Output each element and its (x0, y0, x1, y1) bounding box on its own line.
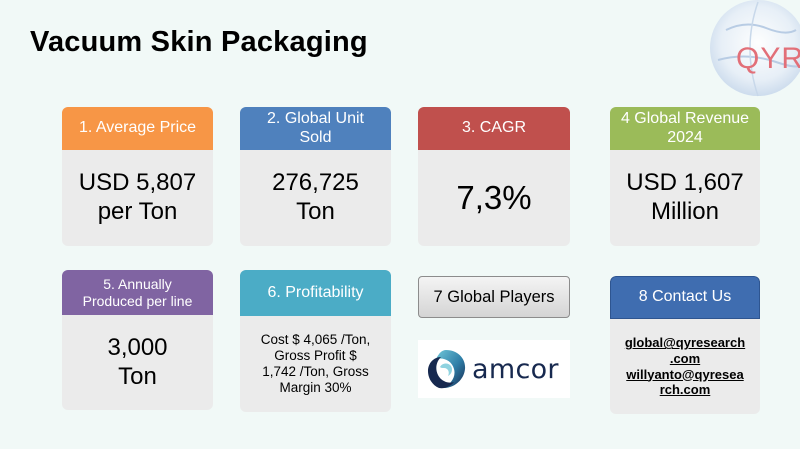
email-link-primary[interactable]: global@qyresearch .com (625, 335, 745, 366)
page-title: Vacuum Skin Packaging (30, 26, 368, 58)
revenue-value: USD 1,607 (626, 169, 744, 197)
cagr-value: 7,3% (456, 179, 532, 217)
price-unit: per Ton (97, 198, 178, 225)
card-body: 276,725 Ton (240, 150, 391, 246)
card-title-line2: Produced per line (82, 292, 193, 309)
card-body: 7,3% (418, 150, 570, 246)
card-body: USD 1,607 Million (610, 150, 760, 246)
card-title: 1. Average Price (78, 119, 197, 137)
card-title-line1: 2. Global Unit (267, 110, 364, 128)
card-profitability: 6. Profitability Cost $ 4,065 /Ton, Gros… (240, 270, 391, 412)
card-title: 3. CAGR (461, 119, 526, 137)
qyr-logo: QYR (706, 0, 800, 100)
card-header: 1. Average Price (62, 107, 213, 150)
card-body: USD 5,807 per Ton (62, 150, 213, 246)
revenue-unit: Million (650, 198, 719, 225)
card-body: Cost $ 4,065 /Ton, Gross Profit $ 1,742 … (240, 316, 391, 412)
card-title-line1: 4 Global Revenue (620, 110, 750, 128)
profit-line: Gross Profit $ (274, 347, 357, 363)
card-contact: 8 Contact Us global@qyresearch .com will… (610, 276, 760, 414)
card-title: 6. Profitability (267, 283, 364, 301)
production-unit: Ton (118, 362, 157, 390)
profit-line: 1,742 /Ton, Gross (262, 364, 369, 379)
unit-label: Ton (296, 198, 335, 225)
unit-value: 276,725 (272, 169, 359, 197)
card-title-line1: 5. Annually (103, 276, 172, 293)
profit-line: Cost $ 4,065 /Ton, (260, 331, 371, 347)
price-value: USD 5,807 (78, 169, 197, 197)
email-text[interactable]: global@qyresearch (624, 335, 746, 351)
card-header: 5. Annually Produced per line (62, 270, 213, 315)
card-title: 8 Contact Us (638, 288, 732, 306)
card-title-line2: Sold (299, 128, 332, 146)
email-text[interactable]: rch.com (659, 382, 711, 398)
profit-line: Margin 30% (279, 380, 352, 396)
email-text[interactable]: willyanto@qyresea (626, 366, 744, 382)
globe-logo-icon (710, 0, 800, 97)
card-header: 6. Profitability (240, 270, 391, 316)
card-global-revenue: 4 Global Revenue 2024 USD 1,607 Million (610, 107, 760, 246)
amcor-swirl-icon (428, 350, 466, 389)
email-link-secondary[interactable]: willyanto@qyresea rch.com (625, 367, 745, 398)
global-players-header: 7 Global Players (418, 276, 570, 318)
card-cagr: 3. CAGR 7,3% (418, 107, 570, 246)
card-header: 4 Global Revenue 2024 (610, 107, 760, 150)
email-text[interactable]: .com (669, 350, 701, 366)
global-players-title: 7 Global Players (433, 287, 555, 306)
card-header: 8 Contact Us (610, 276, 760, 319)
production-value: 3,000 (107, 333, 168, 361)
card-annually-produced: 5. Annually Produced per line 3,000 Ton (62, 270, 213, 410)
card-global-unit: 2. Global Unit Sold 276,725 Ton (240, 107, 391, 246)
card-body: global@qyresearch .com willyanto@qyresea… (610, 319, 760, 414)
card-body: 3,000 Ton (62, 315, 213, 410)
card-average-price: 1. Average Price USD 5,807 per Ton (62, 107, 213, 246)
amcor-brand-text: amcor (472, 353, 559, 385)
amcor-logo: amcor (418, 340, 570, 398)
card-header: 3. CAGR (418, 107, 570, 150)
card-header: 2. Global Unit Sold (240, 107, 391, 150)
card-title-line2: 2024 (667, 128, 703, 146)
logo-text: QYR (736, 42, 800, 75)
